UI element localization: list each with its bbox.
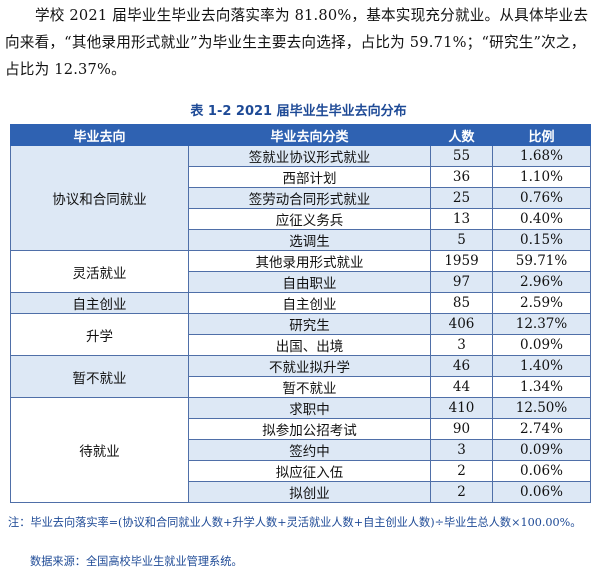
subcategory-cell: 西部计划 xyxy=(188,166,431,188)
percent-cell: 0.15% xyxy=(492,229,591,251)
count-cell: 97 xyxy=(430,271,493,293)
table-caption: 表 1-2 2021 届毕业生毕业去向分布 xyxy=(190,104,407,119)
count-cell: 3 xyxy=(430,439,493,461)
count-cell: 36 xyxy=(430,166,493,188)
table-row: 升学 研究生 406 12.37% xyxy=(10,313,591,356)
percent-cell: 0.40% xyxy=(492,208,591,230)
percent-cell: 2.59% xyxy=(492,292,591,314)
percent-cell: 1.40% xyxy=(492,355,591,377)
subcategory-cell: 选调生 xyxy=(188,229,431,251)
table-row: 拟创业 2 0.06% xyxy=(11,481,591,503)
category-cell: 灵活就业 xyxy=(10,250,189,293)
subcategory-cell: 自由职业 xyxy=(188,271,431,293)
subcategory-cell: 研究生 xyxy=(188,313,431,335)
subcategory-cell: 签就业协议形式就业 xyxy=(188,145,431,167)
count-cell: 85 xyxy=(430,292,493,314)
subcategory-cell: 求职中 xyxy=(188,397,431,419)
count-cell: 13 xyxy=(430,208,493,230)
percent-cell: 12.50% xyxy=(492,397,591,419)
count-cell: 2 xyxy=(430,460,493,482)
subcategory-cell: 签劳动合同形式就业 xyxy=(188,187,431,209)
subcategory-cell: 不就业拟升学 xyxy=(188,355,431,377)
intro-paragraph: 学校 2021 届毕业生毕业去向落实率为 81.80%，基本实现充分就业。从具体… xyxy=(5,7,589,78)
count-cell: 55 xyxy=(430,145,493,167)
table-body: 协议和合同就业 签就业协议形式就业 55 1.68% 西部计划 36 1.10% 签劳动合同形… xyxy=(10,145,591,503)
percent-cell: 12.37% xyxy=(492,313,591,335)
count-cell: 1959 xyxy=(430,250,493,272)
header-percent: 比例 xyxy=(492,124,591,146)
percent-cell: 0.09% xyxy=(492,334,591,356)
percent-cell: 59.71% xyxy=(492,250,591,272)
table-row: 签约中 3 0.09% xyxy=(11,439,591,461)
table-row: 拟应征入伍 2 0.06% xyxy=(11,460,591,482)
table-row: 暂不就业 44 1.34% xyxy=(11,376,591,398)
header-count: 人数 xyxy=(430,124,493,146)
category-cell: 暂不就业 xyxy=(10,355,189,398)
table-row: 协议和合同就业 签就业协议形式就业 55 1.68% xyxy=(10,145,591,251)
subcategory-cell: 出国、出境 xyxy=(188,334,431,356)
category-cell: 协议和合同就业 xyxy=(10,145,189,251)
table-note: 注：毕业去向落实率=(协议和合同就业人数+升学人数+灵活就业人数+自主创业人数)… xyxy=(8,516,582,529)
subcategory-cell: 自主创业 xyxy=(188,292,431,314)
category-cell: 自主创业 xyxy=(10,292,189,314)
header-category: 毕业去向 xyxy=(10,124,189,146)
data-source: 数据来源：全国高校毕业生就业管理系统。 xyxy=(30,555,243,568)
percent-cell: 0.09% xyxy=(492,439,591,461)
count-cell: 3 xyxy=(430,334,493,356)
percent-cell: 2.74% xyxy=(492,418,591,440)
percent-cell: 0.06% xyxy=(492,460,591,482)
table-row: 应征义务兵 13 0.40% xyxy=(11,208,591,230)
percent-cell: 0.06% xyxy=(492,481,591,503)
table-row: 拟参加公招考试 90 2.74% xyxy=(11,418,591,440)
subcategory-cell: 签约中 xyxy=(188,439,431,461)
percent-cell: 1.68% xyxy=(492,145,591,167)
percent-cell: 1.34% xyxy=(492,376,591,398)
count-cell: 406 xyxy=(430,313,493,335)
table-row: 自由职业 97 2.96% xyxy=(11,271,591,293)
table-row: 自主创业 自主创业 85 2.59% xyxy=(10,292,591,314)
table-row: 出国、出境 3 0.09% xyxy=(11,334,591,356)
percent-cell: 1.10% xyxy=(492,166,591,188)
subcategory-cell: 拟应征入伍 xyxy=(188,460,431,482)
table-row: 灵活就业 其他录用形式就业 1959 59.71% xyxy=(10,250,591,293)
percent-cell: 0.76% xyxy=(492,187,591,209)
subcategory-cell: 其他录用形式就业 xyxy=(188,250,431,272)
count-cell: 25 xyxy=(430,187,493,209)
subcategory-cell: 应征义务兵 xyxy=(188,208,431,230)
category-cell: 待就业 xyxy=(10,397,189,503)
table-row: 待就业 求职中 410 12.50% xyxy=(10,397,591,503)
count-cell: 410 xyxy=(430,397,493,419)
count-cell: 90 xyxy=(430,418,493,440)
subcategory-cell: 暂不就业 xyxy=(188,376,431,398)
count-cell: 44 xyxy=(430,376,493,398)
destination-table: 毕业去向 毕业去向分类 人数 比例 协议和合同就业 签就业协议形式就业 55 1.68… xyxy=(10,124,591,503)
table-row: 暂不就业 不就业拟升学 46 1.40% xyxy=(10,355,591,398)
count-cell: 5 xyxy=(430,229,493,251)
count-cell: 2 xyxy=(430,481,493,503)
subcategory-cell: 拟创业 xyxy=(188,481,431,503)
table-header-row: 毕业去向 毕业去向分类 人数 比例 xyxy=(10,124,591,146)
category-cell: 升学 xyxy=(10,313,189,356)
subcategory-cell: 拟参加公招考试 xyxy=(188,418,431,440)
header-subcategory: 毕业去向分类 xyxy=(188,124,431,146)
count-cell: 46 xyxy=(430,355,493,377)
percent-cell: 2.96% xyxy=(492,271,591,293)
